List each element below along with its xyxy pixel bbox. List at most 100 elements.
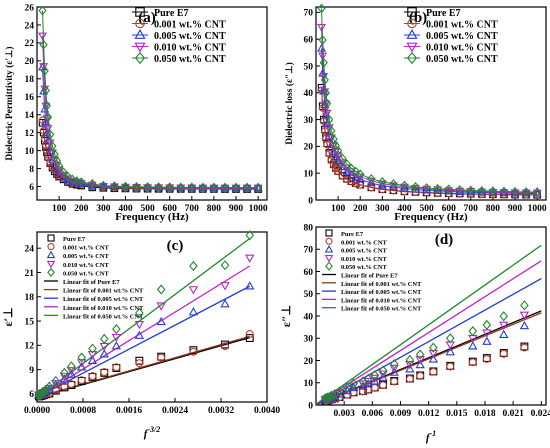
x-tick-label: 0.0032 bbox=[208, 406, 234, 416]
data-point bbox=[321, 393, 330, 404]
data-point bbox=[87, 355, 98, 364]
plot-frame bbox=[36, 6, 268, 201]
legend-label: Linear fit of 0.050 wt.% CNT bbox=[63, 313, 144, 320]
data-point bbox=[482, 319, 492, 331]
x-tick-label: 0.006 bbox=[362, 409, 384, 419]
legend-label: 0.001 wt.% CNT bbox=[426, 20, 498, 31]
data-point bbox=[38, 32, 47, 41]
data-point bbox=[77, 352, 86, 363]
series-line bbox=[42, 10, 259, 189]
data-point bbox=[369, 374, 380, 384]
data-point bbox=[415, 356, 425, 365]
y-tick-label: 22 bbox=[25, 39, 35, 49]
y-tick-label: 40 bbox=[304, 312, 314, 322]
data-point bbox=[334, 145, 343, 156]
data-point bbox=[245, 334, 254, 342]
data-point bbox=[41, 384, 51, 395]
data-point bbox=[189, 347, 198, 356]
series bbox=[34, 230, 255, 400]
data-point bbox=[520, 343, 529, 352]
x-tick-label: 400 bbox=[118, 204, 133, 214]
y-tick-label: 0 bbox=[308, 401, 313, 411]
legend-marker bbox=[325, 229, 333, 237]
series-line bbox=[321, 87, 538, 196]
series bbox=[317, 3, 542, 197]
x-tick-label: 0.003 bbox=[333, 409, 355, 419]
data-point bbox=[533, 187, 542, 197]
data-point bbox=[370, 370, 379, 381]
data-point bbox=[46, 129, 55, 140]
data-point bbox=[198, 182, 207, 193]
y-tick-label: 20 bbox=[304, 357, 314, 367]
data-point bbox=[510, 186, 520, 197]
data-point bbox=[220, 299, 230, 308]
fit-line bbox=[315, 260, 542, 405]
legend-label: Linear fit of 0.010 wt.% CNT bbox=[63, 305, 144, 312]
series-line bbox=[321, 8, 538, 193]
data-point bbox=[389, 364, 399, 374]
data-point bbox=[363, 379, 373, 388]
legend-label: Linear fit of 0.001 wt.% CNT bbox=[63, 288, 144, 295]
data-point bbox=[220, 184, 230, 193]
data-point bbox=[367, 173, 376, 184]
y-tick-label: 18 bbox=[25, 75, 35, 85]
data-point bbox=[51, 375, 61, 387]
data-point bbox=[253, 184, 263, 193]
series bbox=[317, 43, 542, 197]
y-tick-label: 0 bbox=[308, 196, 313, 206]
data-point bbox=[415, 349, 425, 360]
y-tick-label: 6 bbox=[29, 390, 34, 400]
x-tick-label: 700 bbox=[464, 204, 479, 214]
data-point bbox=[499, 186, 509, 197]
chart-panel-1: 100 200 300 400 500 600 700 800 900 1000 6 8 10 12 14 1… bbox=[4, 3, 268, 223]
data-point bbox=[43, 112, 53, 123]
series bbox=[317, 83, 541, 199]
plot-frame bbox=[36, 231, 268, 403]
data-point bbox=[41, 85, 50, 96]
data-point bbox=[329, 134, 338, 145]
data-point bbox=[220, 260, 230, 271]
data-point bbox=[221, 342, 229, 351]
fit-line bbox=[36, 285, 251, 398]
legend-marker bbox=[407, 7, 417, 17]
series bbox=[320, 320, 530, 403]
legend-label: 0.010 wt.% CNT bbox=[426, 43, 498, 54]
legend-label: 0.050 wt.% CNT bbox=[426, 54, 498, 65]
data-point bbox=[519, 320, 530, 330]
data-point bbox=[356, 169, 365, 180]
legend-label: 0.005 wt.% CNT bbox=[63, 253, 110, 260]
data-point bbox=[343, 175, 351, 184]
data-point bbox=[176, 184, 186, 193]
data-point bbox=[369, 376, 380, 385]
data-point bbox=[165, 182, 174, 193]
legend-label: 0.050 wt.% CNT bbox=[154, 54, 226, 65]
data-point bbox=[242, 184, 252, 193]
chart-panel-2: 100 200 300 400 500 600 700 800 900 1000 0 10 20 30 40… bbox=[284, 3, 547, 223]
data-point bbox=[488, 186, 498, 197]
data-point bbox=[112, 324, 121, 335]
data-point bbox=[60, 382, 69, 391]
data-point bbox=[120, 183, 130, 192]
data-point bbox=[433, 183, 442, 194]
data-point bbox=[482, 354, 491, 363]
legend-label: 0.001 wt.% CNT bbox=[63, 245, 110, 252]
y-tick-label: 70 bbox=[304, 9, 314, 19]
data-point bbox=[209, 184, 219, 193]
data-point bbox=[390, 377, 399, 386]
data-point bbox=[355, 174, 365, 183]
data-point bbox=[77, 177, 86, 187]
data-point bbox=[99, 180, 108, 191]
y-tick-label: 10 bbox=[304, 169, 314, 179]
data-point bbox=[370, 383, 379, 392]
x-tick-label: 900 bbox=[229, 204, 244, 214]
data-point bbox=[499, 349, 508, 358]
data-point bbox=[48, 141, 57, 151]
legend-marker bbox=[47, 234, 55, 242]
data-point bbox=[446, 362, 455, 371]
x-tick-label: 600 bbox=[442, 204, 457, 214]
series bbox=[321, 300, 529, 404]
y-tick-label: 50 bbox=[304, 290, 314, 300]
legend-label: 0.050 wt.% CNT bbox=[341, 264, 388, 271]
y-tick-label: 9 bbox=[29, 366, 34, 376]
